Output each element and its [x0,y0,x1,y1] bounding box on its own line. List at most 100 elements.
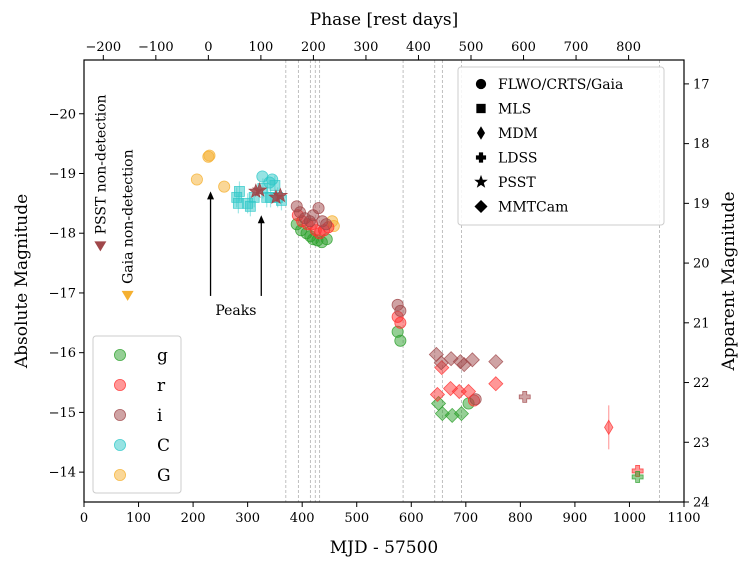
instrument-legend-box [457,66,665,226]
x-tick-label: 200 [181,511,206,526]
x-tick-label: 700 [453,511,478,526]
data-point-g-diamond [453,406,470,422]
y-tick-label: −14 [49,466,76,481]
data-point-C-square [232,197,244,209]
legend-label: MDM [498,126,538,142]
legend-band-label: G [157,466,171,486]
x-tick-label: 1100 [667,511,700,526]
y-right-tick-label: 17 [693,77,710,92]
legend-label: LDSS [498,151,537,167]
x-tick-label: 500 [344,511,369,526]
data-point-G-circle [218,180,231,193]
y-axis-left: −20 −19 −18 −17 −16 −15 −14 [49,107,84,481]
data-point-r-diamond [488,376,504,392]
y-right-tick-label: 19 [693,197,710,212]
legend-band-label: g [157,346,168,366]
legend-marker-thin-diamond [476,126,486,140]
band-legend-box [92,335,182,494]
data-point-r-thin-diamond [604,419,614,436]
upper-limit-label: PSST non-detection [93,94,109,234]
y-right-tick-label: 21 [693,316,710,331]
data-point-i-circle [320,218,333,231]
data-point-i-diamond [488,354,504,370]
data-point-g-circle [394,334,407,347]
x-axis-title: MJD - 57500 [330,538,438,558]
x-tick-label: 600 [399,511,424,526]
peaks-label: Peaks [215,303,256,319]
upper-limits: PSST non-detection Gaia non-detection [93,94,137,301]
x-tick-label: 300 [235,511,260,526]
y-axis-right: 17 18 19 20 21 22 23 24 [684,77,710,511]
phase-tick-label: 0 [204,40,212,55]
legend-swatch-G [114,468,127,481]
phase-tick-label: 800 [616,40,641,55]
legend-band-label: C [157,436,170,456]
phase-tick-label: 500 [459,40,484,55]
x-tick-label: 900 [562,511,587,526]
x-axis-top-title: Phase [rest days] [310,10,458,30]
data-point-i-circle [312,202,325,215]
peak-arrow-head [257,215,265,224]
y-right-tick-label: 20 [693,257,710,272]
legend-marker-square [476,103,486,114]
plot-frame [83,59,685,503]
x-tick-label: 400 [290,511,315,526]
phase-tick-label: 700 [564,40,589,55]
upper-limit-marker [121,290,134,301]
phase-tick-label: 300 [354,40,379,55]
legend-swatch-C [114,438,127,451]
y-tick-label: −16 [49,346,76,361]
data-point-i-plus [518,390,531,403]
data-points [190,149,644,483]
phase-tick-label: 100 [248,40,273,55]
data-point-i-circle [469,393,482,406]
legend-label: PSST [498,175,536,191]
upper-limit-marker [94,241,107,252]
data-point-C-circle [266,173,279,186]
legend-marker-star [474,174,488,188]
data-point-G-circle [203,149,216,162]
y-axis-title: Absolute Magnitude [12,194,32,369]
y-right-tick-label: 24 [693,496,710,511]
y-tick-label: −15 [49,406,76,421]
data-point-g-diamond [434,406,450,422]
legend-swatch-r [114,378,127,391]
phase-tick-label: −200 [85,40,121,55]
upper-limit-label: Gaia non-detection [121,149,137,284]
data-point-r-circle [394,316,407,329]
y-right-tick-label: 18 [693,137,710,152]
legend-label: FLWO/CRTS/Gaia [498,77,623,93]
legend-band-label: r [157,376,166,396]
data-point-i-circle [394,304,407,317]
data-point-i-diamond [464,352,480,368]
vertical-reference-lines [285,60,660,502]
y-axis-right-title: Apparent Magnitude [719,191,739,371]
instrument-legend: FLWO/CRTS/Gaia MLS MDM LDSS PSST MMTCam [457,66,665,226]
peak-arrow-head [207,191,215,200]
legend-swatch-g [114,348,127,361]
x-tick-label: 0 [80,511,88,526]
legend-label: MMTCam [498,200,568,216]
y-tick-label: −17 [49,286,76,301]
legend-marker-plus [475,152,487,163]
x-tick-label: 800 [508,511,533,526]
legend-marker-circle [475,78,487,90]
y-tick-label: −19 [49,167,76,182]
legend-band-label: i [157,406,163,426]
phase-tick-label: −100 [138,40,174,55]
y-tick-label: −20 [49,107,76,122]
phase-tick-label: 400 [406,40,431,55]
y-right-tick-label: 22 [693,376,710,391]
legend-swatch-i [114,408,127,421]
y-right-tick-label: 23 [693,436,710,451]
data-point-i-star [251,182,268,197]
legend-label: MLS [498,102,531,118]
legend-marker-diamond [474,199,488,214]
data-point-G-circle [190,173,203,186]
data-point-g-plus [631,471,644,483]
phase-tick-label: 600 [511,40,536,55]
data-point-r-diamond [460,383,477,400]
x-axis-top: −200 −100 0 100 200 300 400 500 600 700 800 [85,40,641,60]
data-point-r-diamond [429,386,446,403]
